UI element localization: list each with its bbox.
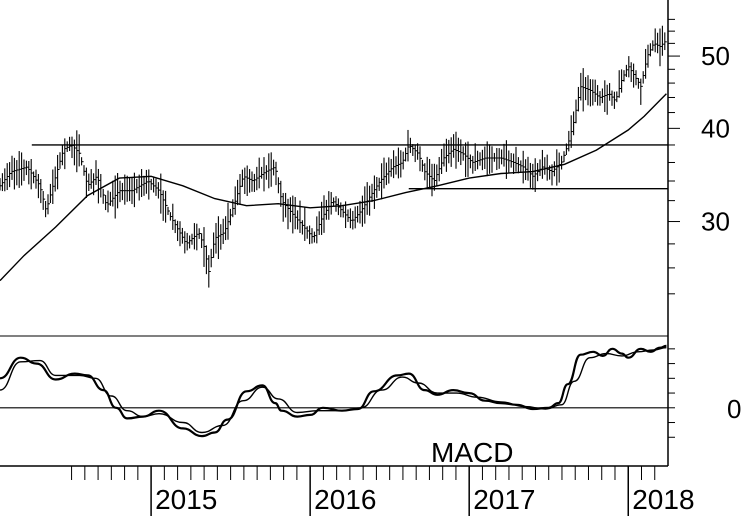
year-label: 2018	[632, 484, 694, 515]
year-label: 2016	[314, 484, 376, 515]
moving-average-line	[0, 93, 667, 282]
price-tick-label: 50	[701, 41, 730, 71]
price-panel	[0, 25, 668, 288]
macd-tick-label: 0	[727, 394, 741, 424]
year-label: 2015	[155, 484, 217, 515]
macd-line	[0, 344, 667, 438]
macd-label: MACD	[431, 437, 513, 468]
price-tick-label: 30	[701, 207, 730, 237]
year-label: 2017	[473, 484, 535, 515]
price-tick-label: 40	[701, 113, 730, 143]
macd-signal-line	[0, 347, 667, 434]
macd-panel	[0, 344, 668, 438]
